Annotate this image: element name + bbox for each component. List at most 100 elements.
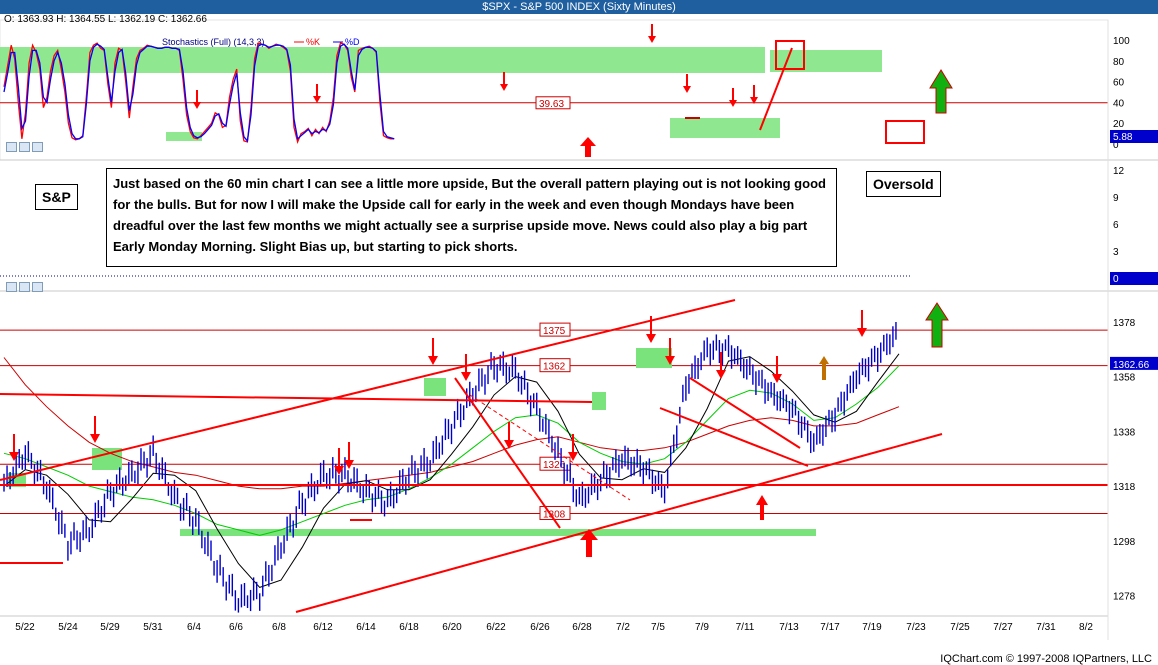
legend-d-label: %D: [345, 37, 360, 47]
x-tick-label: 7/31: [1036, 622, 1056, 633]
price-arrow-head: [646, 334, 656, 343]
ma-mid-line: [3, 365, 900, 536]
x-tick-label: 7/2: [616, 622, 630, 633]
x-tick-label: 7/11: [736, 622, 755, 633]
price-arrow-up: [819, 356, 829, 380]
ma-short-line: [3, 353, 900, 588]
stoch-y-tick: 40: [1113, 98, 1125, 109]
window-title: $SPX - S&P 500 INDEX (Sixty Minutes): [482, 1, 676, 13]
stoch-zone: [166, 132, 202, 141]
price-arrow-head: [344, 460, 354, 469]
stoch-trend: [759, 47, 793, 131]
stoch-arrow-head: [729, 100, 737, 107]
stoch-arrow-head: [683, 86, 691, 93]
price-y-tick: 1378: [1113, 318, 1136, 329]
stoch-level-box: [535, 96, 571, 110]
price-level-label: 1308: [543, 509, 566, 520]
price-level-label: 1326: [543, 460, 566, 471]
pane-shrink-icon[interactable]: [19, 142, 30, 152]
x-tick-label: 6/4: [187, 622, 201, 633]
x-tick-label: 6/6: [229, 622, 243, 633]
price-arrow-head: [857, 328, 867, 337]
price-zone: [592, 392, 606, 410]
x-tick-label: 5/31: [143, 622, 163, 633]
pane-expand-icon[interactable]: [6, 142, 17, 152]
title-bar: $SPX - S&P 500 INDEX (Sixty Minutes): [0, 0, 1158, 14]
x-tick-label: 7/27: [993, 622, 1013, 633]
volume-y-tick: 9: [1113, 193, 1119, 204]
x-tick-label: 8/2: [1079, 622, 1093, 633]
stoch-arrow-head: [313, 96, 321, 103]
price-arrow-head: [568, 452, 578, 461]
price-y-tick: 1318: [1113, 482, 1136, 493]
stoch-zone: [0, 47, 765, 73]
x-tick-label: 7/5: [651, 622, 665, 633]
legend-k-label: %K: [306, 37, 320, 47]
volume-last-box: [1110, 272, 1158, 285]
x-tick-label: 6/18: [399, 622, 419, 633]
channel-line: [659, 407, 809, 467]
highlight-box: [885, 120, 925, 144]
x-tick-label: 7/9: [695, 622, 709, 633]
price-y-tick: 1358: [1113, 373, 1136, 384]
last-price-label: 1362.66: [1113, 360, 1150, 371]
volume-y-tick: 12: [1113, 166, 1125, 177]
stoch-arrow-up: [580, 137, 596, 157]
stoch-y-tick: 100: [1113, 36, 1130, 47]
stoch-pane-buttons[interactable]: [6, 142, 43, 152]
pane-shrink-icon[interactable]: [19, 282, 30, 292]
price-y-tick: 1278: [1113, 592, 1136, 603]
price-arrow-head: [716, 370, 726, 379]
stoch-zone: [670, 118, 780, 138]
price-arrow-head: [461, 372, 471, 381]
pane-close-icon[interactable]: [32, 142, 43, 152]
x-tick-label: 6/26: [530, 622, 550, 633]
stoch-zone: [770, 50, 882, 72]
analysis-note: Just based on the 60 min chart I can see…: [106, 168, 837, 267]
price-zone: [636, 348, 672, 368]
price-arrow-head: [504, 440, 514, 449]
price-zone: [424, 378, 446, 396]
x-tick-label: 7/17: [820, 622, 840, 633]
pane-close-icon[interactable]: [32, 282, 43, 292]
stoch-arrow-head: [500, 84, 508, 91]
channel-line: [0, 299, 736, 481]
channel-line: [295, 433, 943, 613]
price-zone: [92, 448, 122, 470]
x-tick-label: 6/20: [442, 622, 462, 633]
volume-y-tick: 3: [1113, 247, 1119, 258]
price-arrow-head: [428, 356, 438, 365]
last-price-box: [1110, 356, 1158, 370]
stoch-arrow-head: [648, 36, 656, 43]
pane-expand-icon[interactable]: [6, 282, 17, 292]
price-arrow-head: [772, 374, 782, 383]
x-tick-label: 6/12: [313, 622, 333, 633]
oversold-label: Oversold: [866, 171, 941, 197]
price-y-tick: 1338: [1113, 427, 1136, 438]
price-arrow-head: [9, 452, 19, 461]
channel-line: [0, 393, 593, 403]
x-tick-label: 7/13: [779, 622, 799, 633]
stoch-title: Stochastics (Full) (14,3,3): [162, 37, 265, 47]
stoch-last-box: [1110, 130, 1158, 143]
ohlc-quote: O: 1363.93 H: 1364.55 L: 1362.19 C: 1362…: [4, 14, 207, 25]
sp-label: S&P: [35, 184, 78, 210]
channel-line: [454, 377, 561, 529]
price-y-tick: 1298: [1113, 537, 1136, 548]
x-tick-label: 6/14: [356, 622, 376, 633]
price-arrow-head: [665, 356, 675, 365]
volume-pane-buttons[interactable]: [6, 282, 43, 292]
stoch-y-tick: 60: [1113, 78, 1125, 89]
x-tick-label: 7/23: [906, 622, 926, 633]
price-arrow-head: [334, 466, 344, 475]
price-arrow-up: [756, 495, 768, 520]
stoch-arrow-head: [750, 97, 758, 104]
green-arrow-up-icon: [925, 302, 949, 348]
price-support-zone: [180, 529, 816, 536]
price-level-label: 1362: [543, 362, 566, 373]
stoch-y-tick: 20: [1113, 119, 1125, 130]
stoch-last-label: 5.88: [1113, 132, 1133, 143]
stoch-level-label: 39.63: [539, 99, 564, 110]
dashed-trend-line: [469, 394, 631, 501]
